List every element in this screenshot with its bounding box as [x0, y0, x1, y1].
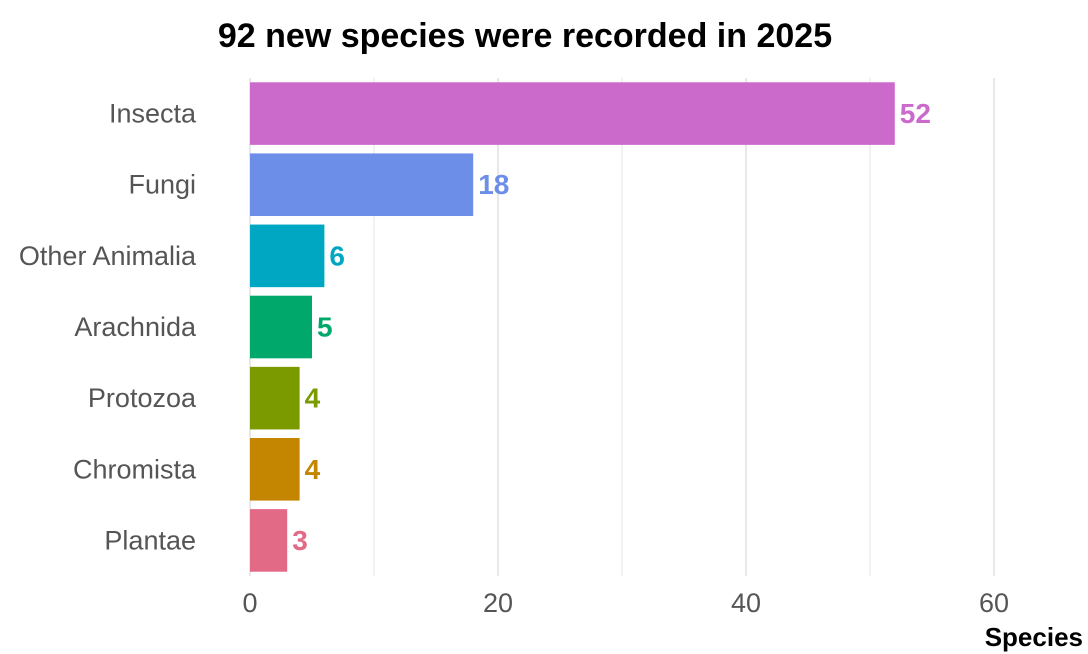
category-label: Chromista — [73, 454, 197, 484]
bar-plantae — [250, 509, 288, 572]
category-label: Protozoa — [88, 383, 197, 413]
x-axis-ticks: 0 20 40 60 — [242, 588, 1009, 618]
chart-title: 92 new species were recorded in 2025 — [218, 17, 832, 55]
value-label: 4 — [305, 454, 321, 485]
grid-lines — [249, 78, 995, 576]
category-label: Other Animalia — [19, 241, 197, 271]
value-label: 5 — [317, 312, 333, 343]
category-label: Fungi — [128, 170, 196, 200]
x-tick-label: 60 — [979, 588, 1009, 618]
bar-fungi — [250, 153, 474, 217]
category-label: Plantae — [104, 525, 196, 555]
x-tick-label: 20 — [483, 588, 513, 618]
category-label: Arachnida — [74, 312, 197, 342]
value-label: 52 — [900, 98, 931, 129]
x-axis-title: Species — [985, 622, 1083, 652]
value-labels: 52 18 6 5 4 4 3 — [292, 98, 931, 556]
bar-chromista — [250, 437, 300, 501]
x-tick-label: 0 — [242, 588, 257, 618]
value-label: 6 — [329, 240, 345, 271]
category-label: Insecta — [109, 99, 197, 129]
value-label: 4 — [305, 383, 321, 414]
bar-protozoa — [250, 366, 300, 430]
category-labels: Insecta Fungi Other Animalia Arachnida Proto… — [19, 99, 197, 556]
x-tick-label: 40 — [731, 588, 761, 618]
bar-insecta — [250, 82, 895, 145]
value-label: 3 — [292, 525, 308, 556]
bar-arachnida — [250, 295, 312, 359]
bars — [250, 82, 895, 572]
value-label: 18 — [478, 169, 509, 200]
bar-other-animalia — [250, 224, 325, 288]
